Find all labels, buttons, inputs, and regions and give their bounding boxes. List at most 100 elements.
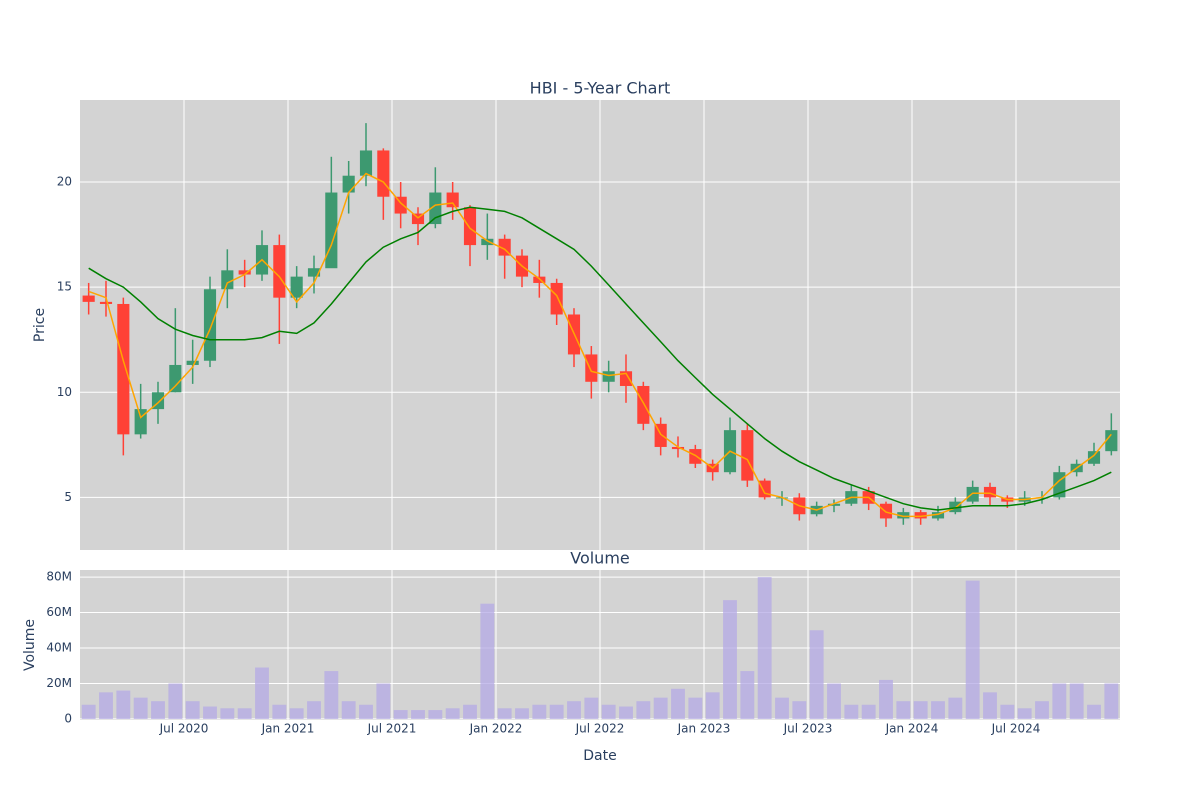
candle-body <box>671 446 685 450</box>
volume-bar <box>827 683 841 719</box>
volume-bar <box>376 683 391 719</box>
volume-bar <box>445 708 460 719</box>
candle-body <box>169 364 182 393</box>
volume-bar <box>809 630 824 719</box>
y-axis-title: Price <box>32 308 48 342</box>
x-tick-label: Jan 2022 <box>469 722 523 736</box>
x-tick-label: Jul 2024 <box>991 722 1041 736</box>
volume-bar <box>688 697 703 719</box>
candle-body <box>879 503 893 519</box>
candle-body <box>394 196 407 214</box>
volume-bar <box>567 701 581 719</box>
volume-bar <box>532 704 547 719</box>
volume-bar <box>723 600 737 719</box>
chart-title: HBI - 5-Year Chart <box>530 79 671 98</box>
volume-bar <box>515 708 529 719</box>
volume-bar <box>307 701 321 719</box>
candle-body <box>931 512 945 519</box>
y-tick-label: 40M <box>46 641 72 655</box>
volume-bar <box>480 603 495 719</box>
volume-bar <box>775 697 789 719</box>
volume-bar <box>463 704 477 719</box>
candle-body <box>273 245 286 298</box>
candle-body <box>99 301 113 304</box>
x-tick-label: Jul 2021 <box>367 722 417 736</box>
volume-bar <box>879 679 893 719</box>
candle-body <box>1105 430 1118 452</box>
volume-bar <box>168 683 183 719</box>
candle-body <box>1087 451 1101 464</box>
y-tick-label: 15 <box>57 280 72 294</box>
volume-bar <box>1035 701 1049 719</box>
volume-bar <box>1069 683 1084 719</box>
x-tick-label: Jan 2021 <box>261 722 315 736</box>
volume-bar <box>861 704 876 719</box>
volume-bar <box>220 708 235 719</box>
volume-bar <box>255 667 269 719</box>
candle-body <box>897 512 910 519</box>
x-tick-label: Jan 2023 <box>677 722 731 736</box>
volume-bar <box>116 690 131 719</box>
candle-body <box>411 213 425 225</box>
volume-bar <box>948 697 963 719</box>
candle-body <box>117 303 130 435</box>
candle-body <box>463 207 477 246</box>
volume-bar <box>324 671 339 719</box>
candle-body <box>238 270 251 275</box>
volume-bar <box>1000 704 1015 719</box>
volume-bar <box>792 701 807 719</box>
volume-bar <box>549 704 564 719</box>
candle-body <box>619 371 633 386</box>
candle-body <box>966 486 979 502</box>
volume-bar <box>913 701 928 719</box>
y-tick-label: 10 <box>57 385 72 399</box>
x-tick-label: Jul 2020 <box>159 722 209 736</box>
volume-bar <box>203 706 217 719</box>
candle-body <box>203 289 217 361</box>
volume-bar <box>1104 683 1119 719</box>
volume-bar <box>237 708 252 719</box>
volume-bar <box>740 671 755 719</box>
candle-body <box>221 270 234 290</box>
volume-bar <box>81 704 96 719</box>
candle-body <box>914 512 927 519</box>
candle-body <box>186 360 199 365</box>
volume-bar <box>341 701 356 719</box>
candle-body <box>359 150 373 176</box>
volume-bar <box>185 701 200 719</box>
volume-bar <box>965 580 980 719</box>
y-tick-label: 20 <box>57 175 72 189</box>
volume-bar <box>133 697 148 719</box>
y-tick-label: 80M <box>46 570 72 584</box>
volume-bar <box>619 706 633 719</box>
volume-bar <box>896 701 911 719</box>
x-tick-label: Jul 2023 <box>783 722 833 736</box>
volume-bar <box>411 710 425 719</box>
candle-body <box>481 238 494 246</box>
candle-body <box>377 150 390 197</box>
volume-bar <box>671 688 685 719</box>
x-tick-label: Jul 2022 <box>575 722 625 736</box>
volume-bar <box>99 692 113 719</box>
candle-body <box>550 282 563 315</box>
volume-bar <box>983 692 997 719</box>
candle-body <box>585 354 598 382</box>
candle-body <box>533 276 546 283</box>
volume-bar <box>601 704 616 719</box>
volume-bar <box>844 704 859 719</box>
y-tick-label: 0 <box>64 711 72 725</box>
volume-bar <box>272 704 287 719</box>
volume-bar <box>653 697 668 719</box>
volume-bar <box>1052 683 1067 719</box>
candle-body <box>325 192 338 269</box>
volume-bar <box>393 710 408 719</box>
y-tick-label: 20M <box>46 676 72 690</box>
moving-average-line <box>88 172 1112 518</box>
candle-body <box>827 503 841 506</box>
volume-bar <box>705 692 720 719</box>
candle-body <box>602 371 615 382</box>
candle-body <box>446 192 459 208</box>
moving-average-line <box>88 206 1112 511</box>
candle-body <box>342 175 355 193</box>
